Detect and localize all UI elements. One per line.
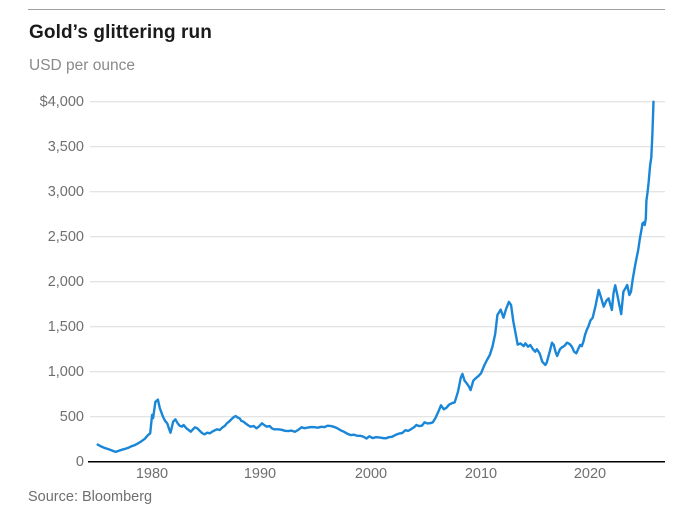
page-title: Gold’s glittering run bbox=[29, 22, 212, 43]
top-divider bbox=[28, 9, 665, 10]
x-tick-label: 2010 bbox=[464, 466, 498, 482]
y-tick-label: 1,000 bbox=[47, 364, 84, 380]
x-tick-label: 1990 bbox=[243, 466, 277, 482]
x-tick-label: 2000 bbox=[354, 466, 388, 482]
y-tick-label: 1,500 bbox=[47, 319, 84, 335]
y-axis-unit-label: USD per ounce bbox=[29, 57, 135, 74]
x-tick-label: 1980 bbox=[135, 466, 169, 482]
y-tick-label: 3,500 bbox=[47, 139, 84, 155]
y-tick-label: 500 bbox=[59, 409, 84, 425]
y-tick-label: 0 bbox=[75, 454, 84, 470]
x-tick-label: 2020 bbox=[573, 466, 607, 482]
y-tick-label: 2,500 bbox=[47, 229, 84, 245]
source-attribution: Source: Bloomberg bbox=[28, 489, 153, 505]
y-tick-label: $4,000 bbox=[39, 94, 84, 110]
y-tick-label: 3,000 bbox=[47, 184, 84, 200]
gold-price-series-line bbox=[96, 100, 655, 453]
y-tick-label: 2,000 bbox=[47, 274, 84, 290]
